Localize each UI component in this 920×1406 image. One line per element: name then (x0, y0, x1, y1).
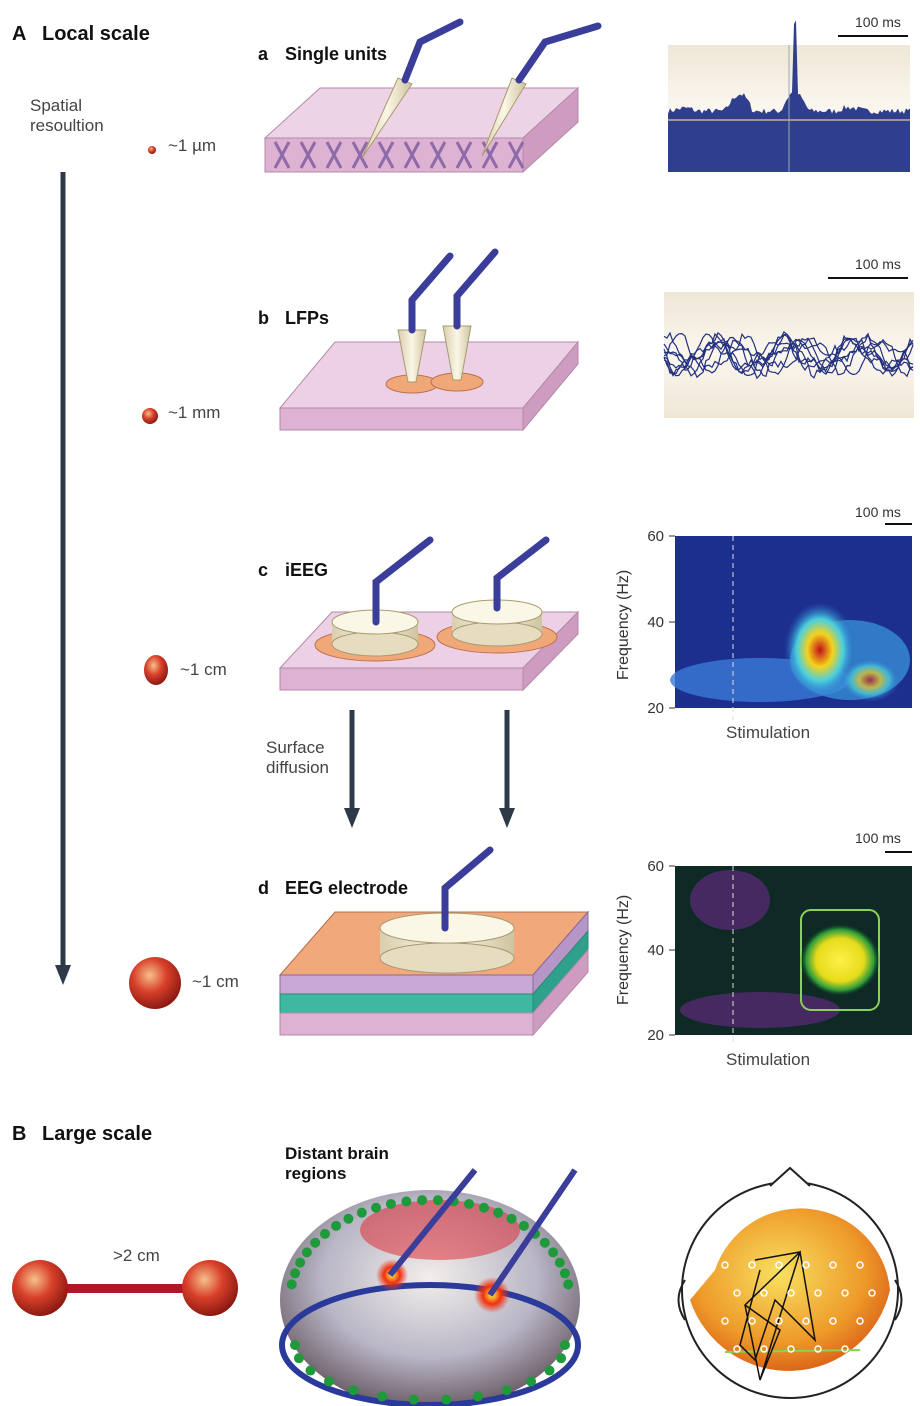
brain-label: Distant brain regions (285, 1144, 415, 1184)
electrode-dot (493, 1208, 503, 1218)
electrode-dot (548, 1247, 558, 1257)
electrode-dot (324, 1376, 334, 1386)
axis-label: Spatial resoultion (30, 96, 125, 136)
electrode-dot (409, 1395, 419, 1405)
x-axis-label: Stimulation (726, 723, 810, 743)
electrode-dot (294, 1353, 304, 1363)
electrode-dot (287, 1279, 297, 1289)
section-letter: A (12, 24, 26, 44)
electrode-dot (348, 1385, 358, 1395)
y-tick-label: 40 (640, 613, 664, 633)
y-axis-label: Frequency (Hz) (614, 885, 634, 1015)
electrode-dot (417, 1195, 427, 1205)
electrode-dot (295, 1258, 305, 1268)
scale-label: ~1 cm (180, 660, 227, 680)
figure: A Local scale Spatial resoultion ~1 µm ~… (0, 0, 920, 1406)
arrow-label: Surface diffusion (266, 738, 356, 778)
electrode-dot (473, 1391, 483, 1401)
electrode-dot (401, 1196, 411, 1206)
section-title: Large scale (42, 1124, 152, 1144)
y-tick-label: 20 (640, 699, 664, 719)
electrode-dot (357, 1208, 367, 1218)
panel-letter: b (258, 308, 269, 328)
y-tick-label: 60 (640, 857, 664, 877)
panel-letter: c (258, 560, 268, 580)
electrode-dot (526, 1376, 536, 1386)
electrode-dot (502, 1385, 512, 1395)
electrode-dot (377, 1391, 387, 1401)
y-axis-label: Frequency (Hz) (614, 560, 634, 690)
electrode-dot (302, 1247, 312, 1257)
panel-title: Single units (285, 44, 387, 64)
panel-letter: a (258, 44, 268, 64)
section-letter: B (12, 1124, 26, 1144)
electrode-dot (560, 1340, 570, 1350)
electrode-dot (386, 1199, 396, 1209)
electrode-dot (563, 1279, 573, 1289)
electrode-dot (556, 1353, 566, 1363)
x-axis-label: Stimulation (726, 1050, 810, 1070)
electrode-dot (555, 1258, 565, 1268)
y-tick-label: 40 (640, 941, 664, 961)
electrode-dot (545, 1366, 555, 1376)
electrode-dot (305, 1366, 315, 1376)
y-tick-label: 60 (640, 527, 664, 547)
scale-bar-label: 100 ms (855, 502, 901, 522)
scale-label: ~1 mm (168, 403, 220, 423)
electrode-dot (441, 1395, 451, 1405)
electrode-dot (290, 1340, 300, 1350)
panel-title: LFPs (285, 308, 329, 328)
panel-title: iEEG (285, 560, 328, 580)
electrode-dot (479, 1203, 489, 1213)
electrode-dot (433, 1195, 443, 1205)
electrode-dot (540, 1238, 550, 1248)
electrode-dot (310, 1238, 320, 1248)
drawing (0, 0, 920, 1406)
scale-label: ~1 µm (168, 136, 216, 156)
scale-bar-label: 100 ms (855, 828, 901, 848)
scale-bar-label: 100 ms (855, 254, 901, 274)
scale-label: ~1 cm (192, 972, 239, 992)
electrode-dot (290, 1268, 300, 1278)
electrode-dot (519, 1221, 529, 1231)
panel-title: EEG electrode (285, 878, 408, 898)
electrode-dot (464, 1199, 474, 1209)
electrode-dot (343, 1214, 353, 1224)
distance-label: >2 cm (113, 1246, 160, 1266)
y-tick-label: 20 (640, 1026, 664, 1046)
electrode-dot (320, 1229, 330, 1239)
scale-bar-label: 100 ms (855, 12, 901, 32)
section-title: Local scale (42, 24, 150, 44)
electrode-dot (371, 1203, 381, 1213)
panel-letter: d (258, 878, 269, 898)
electrode-dot (560, 1268, 570, 1278)
electrode-dot (507, 1214, 517, 1224)
electrode-dot (331, 1221, 341, 1231)
